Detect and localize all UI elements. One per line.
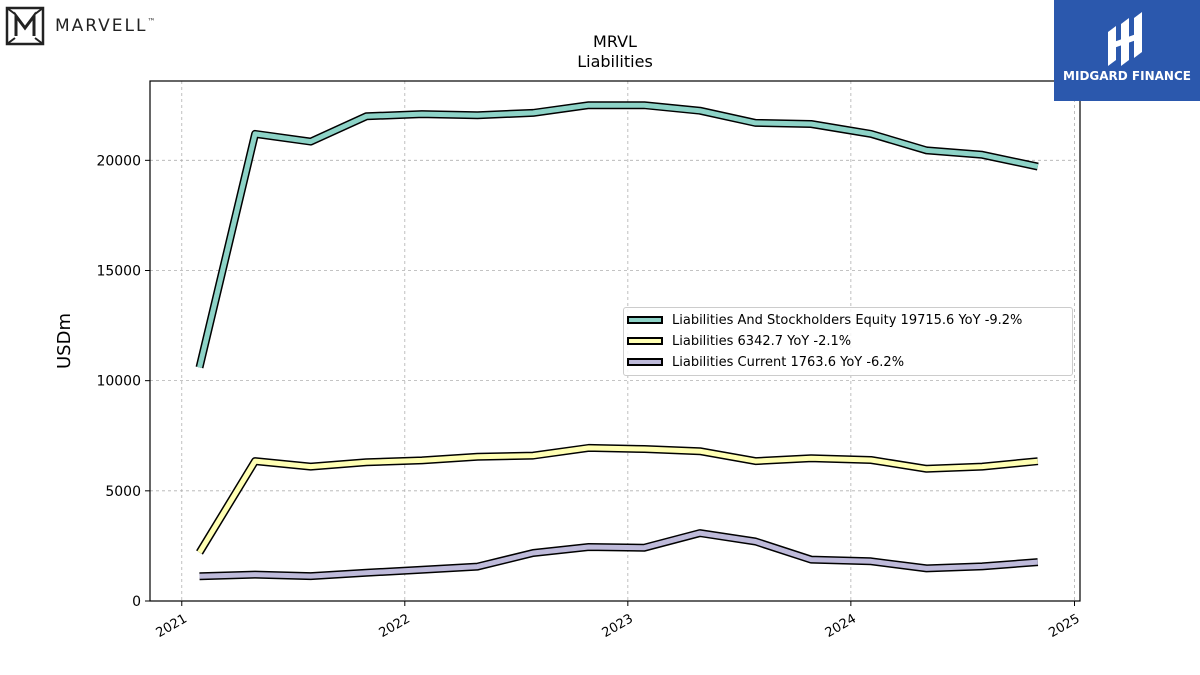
- plot-area: [149, 80, 1081, 602]
- chart-subtitle: Liabilities: [577, 52, 653, 71]
- legend-swatch: [627, 358, 663, 366]
- legend-item: Liabilities Current 1763.6 YoY -6.2%: [624, 352, 904, 372]
- midgard-finance-logo: MIDGARD FINANCE: [1054, 0, 1200, 101]
- y-tick-label: 20000: [96, 153, 141, 169]
- legend-swatch: [627, 316, 663, 324]
- chart-legend: Liabilities And Stockholders Equity 1971…: [623, 307, 1073, 376]
- x-tick-label: 2025: [1046, 611, 1082, 641]
- y-tick-label: 15000: [96, 263, 141, 279]
- series-line-outline: [199, 529, 1039, 581]
- trademark-mark: ™: [147, 16, 156, 26]
- x-tick-label: 2022: [377, 611, 413, 641]
- series-lines: [195, 101, 1039, 581]
- series-line: [199, 530, 1038, 579]
- legend-label: Liabilities And Stockholders Equity 1971…: [672, 312, 1023, 328]
- chart-title: MRVL: [593, 32, 637, 51]
- marvell-logo: MARVELL ™: [5, 5, 156, 47]
- y-tick-label: 5000: [105, 484, 141, 500]
- y-tick-label: 0: [132, 594, 141, 610]
- x-tick-label: 2024: [823, 611, 859, 641]
- y-axis-label: USDm: [54, 313, 75, 369]
- legend-item: Liabilities And Stockholders Equity 1971…: [624, 310, 1022, 330]
- series-line: [197, 102, 1039, 368]
- series-line: [197, 445, 1039, 554]
- legend-item: Liabilities 6342.7 YoY -2.1%: [624, 331, 851, 351]
- legend-label: Liabilities 6342.7 YoY -2.1%: [672, 333, 852, 349]
- legend-swatch: [627, 337, 663, 345]
- y-tick-label: 10000: [96, 374, 141, 390]
- marvell-logo-icon: [5, 6, 45, 46]
- midgard-wordmark: MIDGARD FINANCE: [1063, 69, 1191, 83]
- x-tick-label: 2021: [154, 611, 190, 641]
- legend-label: Liabilities Current 1763.6 YoY -6.2%: [672, 354, 905, 370]
- x-tick-label: 2023: [600, 611, 636, 641]
- marvell-wordmark: MARVELL: [55, 16, 148, 36]
- midgard-logo-icon: [1108, 12, 1142, 66]
